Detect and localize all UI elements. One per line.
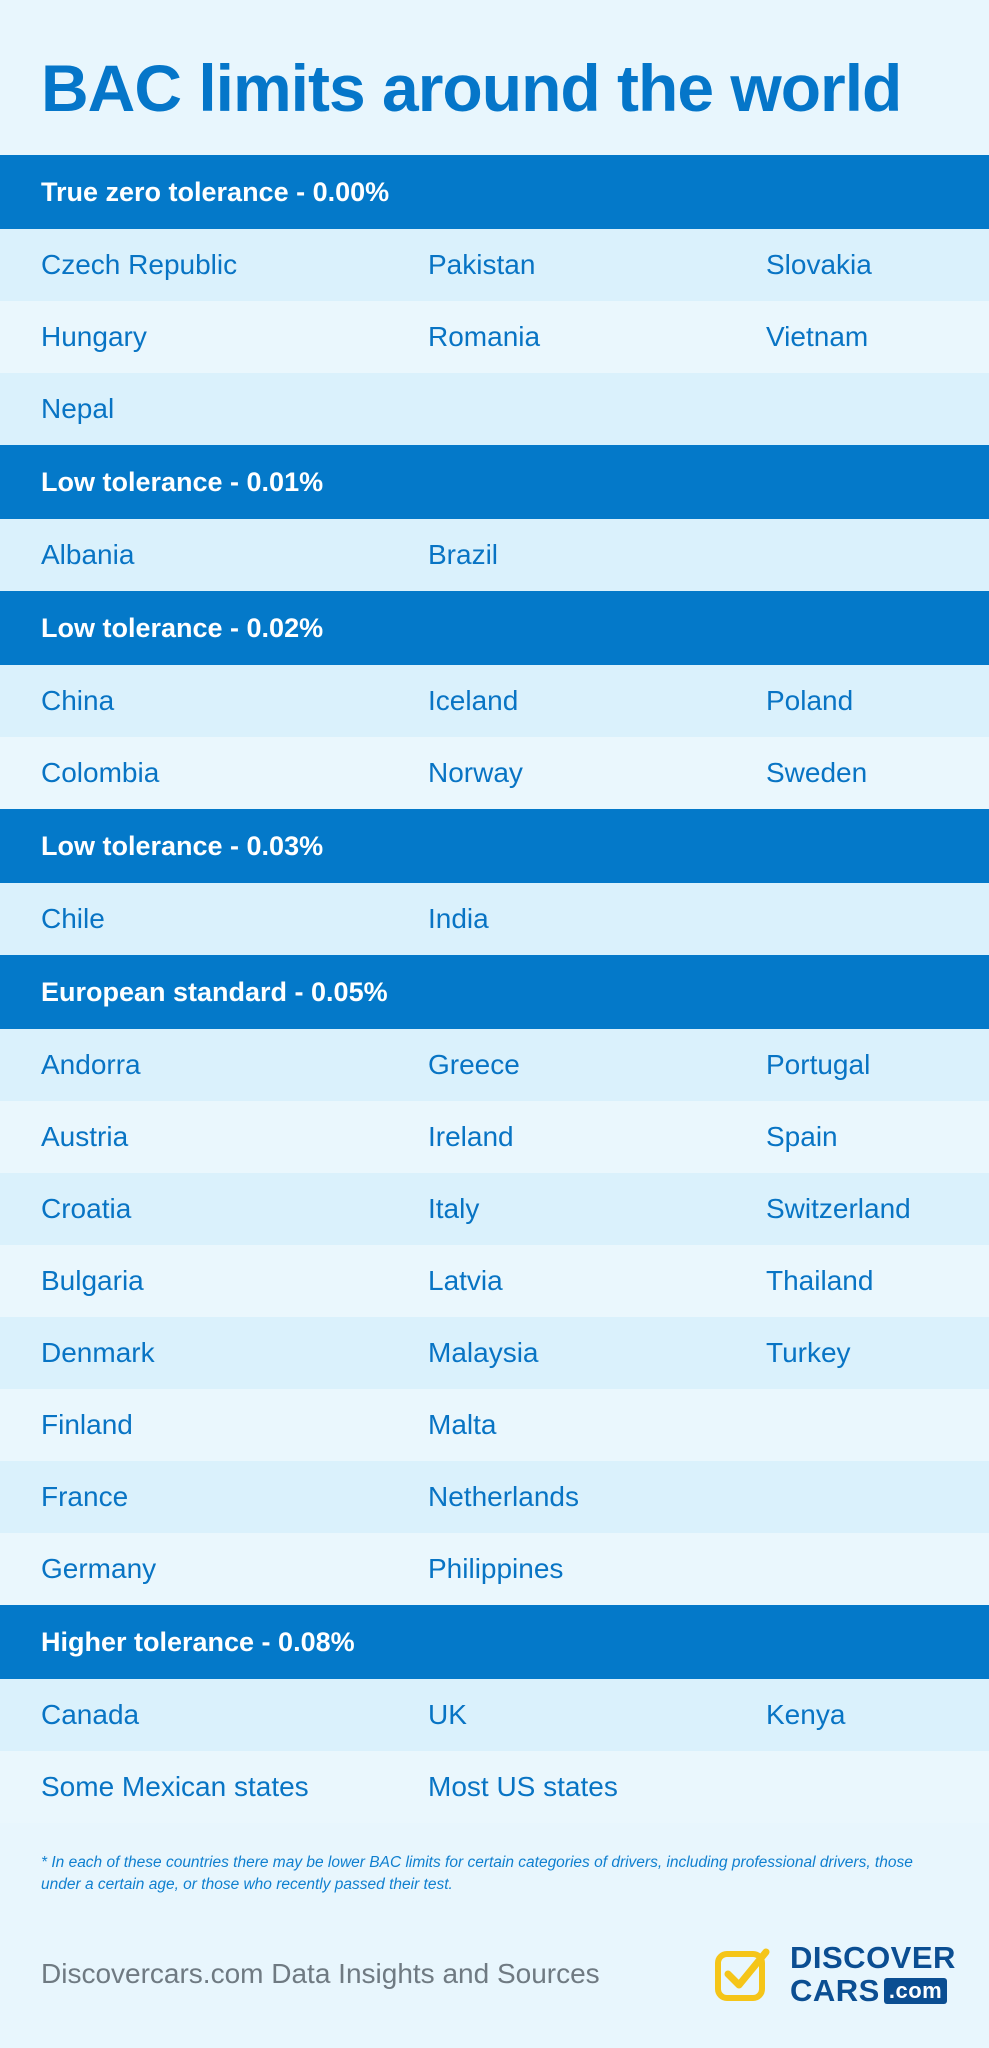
country-cell: Malta (428, 1409, 497, 1440)
table-row: Finland Malta (0, 1389, 989, 1461)
table-row: Colombia Norway Sweden (0, 737, 989, 809)
country-cell: Switzerland (766, 1193, 911, 1224)
country-cell: Spain (766, 1121, 838, 1152)
table-row: China Iceland Poland (0, 665, 989, 737)
logo-line1: DISCOVER (790, 1940, 956, 1975)
country-cell: Some Mexican states (41, 1771, 309, 1802)
country-cell: Poland (766, 685, 854, 716)
table-row: Some Mexican states Most US states (0, 1751, 989, 1823)
country-cell: Croatia (41, 1193, 132, 1224)
country-cell: Portugal (766, 1049, 871, 1080)
checkbox-check-icon (715, 1948, 770, 2001)
table-row: Germany Philippines (0, 1533, 989, 1605)
section-header: Low tolerance - 0.01% (0, 445, 989, 519)
bac-limits-table: True zero tolerance - 0.00% Czech Republi… (0, 155, 989, 1823)
country-cell: France (41, 1481, 129, 1512)
country-cell: Bulgaria (41, 1265, 144, 1296)
country-cell: UK (428, 1699, 467, 1730)
country-cell: Pakistan (428, 249, 536, 280)
country-cell: Kenya (766, 1699, 846, 1730)
logo-line2: CARS .com (790, 1973, 948, 2008)
country-cell: Germany (41, 1553, 157, 1584)
country-cell: Vietnam (766, 321, 869, 352)
country-cell: Andorra (41, 1049, 141, 1080)
section-header: Low tolerance - 0.02% (0, 591, 989, 665)
country-cell: India (428, 903, 489, 934)
country-cell: Hungary (41, 321, 147, 352)
table-row: Canada UK Kenya (0, 1679, 989, 1751)
country-cell: Austria (41, 1121, 129, 1152)
section-header: European standard - 0.05% (0, 955, 989, 1029)
page-title: BAC limits around the world (41, 51, 902, 125)
country-cell: Most US states (428, 1771, 618, 1802)
country-cell: Italy (428, 1193, 480, 1224)
country-cell: Romania (428, 321, 541, 352)
table-row: Nepal (0, 373, 989, 445)
country-cell: Netherlands (428, 1481, 579, 1512)
country-cell: Norway (428, 757, 523, 788)
table-row: Czech Republic Pakistan Slovakia (0, 229, 989, 301)
country-cell: Nepal (41, 393, 115, 424)
logo-cars: CARS (790, 1973, 880, 2008)
table-row: France Netherlands (0, 1461, 989, 1533)
country-cell: Albania (41, 539, 135, 570)
country-cell: Canada (41, 1699, 140, 1730)
country-cell: China (41, 685, 115, 716)
country-cell: Latvia (428, 1265, 503, 1296)
country-cell: Colombia (41, 757, 160, 788)
table-row: Croatia Italy Switzerland (0, 1173, 989, 1245)
section-header: Higher tolerance - 0.08% (0, 1605, 989, 1679)
country-cell: Brazil (428, 539, 499, 570)
country-cell: Czech Republic (41, 249, 238, 280)
country-cell: Chile (41, 903, 105, 934)
country-cell: Thailand (766, 1265, 874, 1296)
table-row: Andorra Greece Portugal (0, 1029, 989, 1101)
table-row: Albania Brazil (0, 519, 989, 591)
discovercars-logo[interactable]: DISCOVER CARS .com (714, 1940, 956, 2010)
country-cell: Iceland (428, 685, 519, 716)
footnote: * In each of these countries there may b… (41, 1854, 913, 1893)
country-cell: Denmark (41, 1337, 155, 1368)
country-cell: Malaysia (428, 1337, 539, 1368)
country-cell: Sweden (766, 757, 868, 788)
country-cell: Turkey (766, 1337, 851, 1368)
table-row: Bulgaria Latvia Thailand (0, 1245, 989, 1317)
table-row: Denmark Malaysia Turkey (0, 1317, 989, 1389)
table-row: Hungary Romania Vietnam (0, 301, 989, 373)
section-header: Low tolerance - 0.03% (0, 809, 989, 883)
section-header: True zero tolerance - 0.00% (0, 155, 989, 229)
sources-link[interactable]: Discovercars.com Data Insights and Sourc… (41, 1958, 600, 1989)
table-row: Chile India (0, 883, 989, 955)
country-cell: Slovakia (766, 249, 872, 280)
table-row: Austria Ireland Spain (0, 1101, 989, 1173)
logo-dotcom: .com (883, 1978, 948, 2004)
country-cell: Finland (41, 1409, 133, 1440)
country-cell: Greece (428, 1049, 520, 1080)
country-cell: Philippines (428, 1553, 564, 1584)
country-cell: Ireland (428, 1121, 514, 1152)
